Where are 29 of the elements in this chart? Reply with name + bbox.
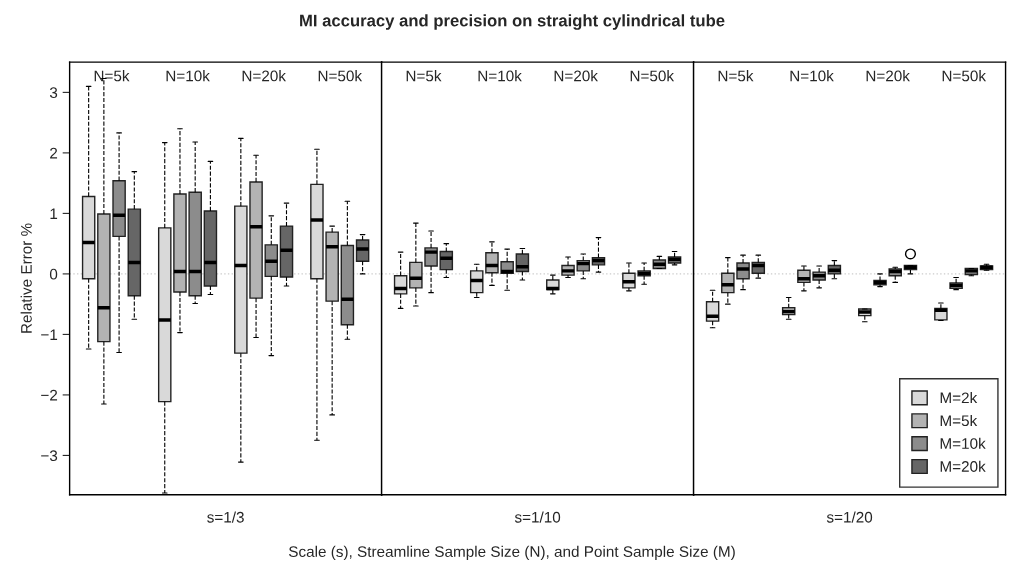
x-tick-label: N=20k	[866, 70, 910, 82]
x-axis-title: s=1/3	[207, 511, 244, 523]
x-tick-label: N=5k	[94, 70, 130, 82]
x-tick-label: N=5k	[718, 70, 754, 82]
text: Scale (s), Streamline Sample Size (N), and Point Sample Size (M)	[288, 545, 735, 561]
x-tick-label: N=5k	[406, 70, 442, 82]
y-tick-label: −3	[41, 450, 58, 462]
y-tick-label: 1	[50, 208, 58, 219]
legend-label: M=10k	[940, 437, 986, 449]
y-axis-title: Relative Error %	[20, 223, 32, 333]
legend-label: M=2k	[940, 392, 978, 404]
y-tick-label: −1	[41, 329, 58, 340]
x-tick-label: N=50k	[630, 70, 675, 82]
x-axis-title: s=1/10	[514, 511, 561, 523]
x-axis-title: s=1/20	[826, 511, 873, 523]
x-tick-label: N=50k	[318, 70, 363, 82]
x-tick-label: N=10k	[166, 70, 210, 82]
y-tick-label: 0	[49, 268, 58, 280]
legend-label: M=20k	[940, 460, 986, 472]
x-tick-label: N=50k	[942, 70, 987, 82]
y-tick-label: 2	[50, 147, 58, 159]
text: MI accuracy and precision on straight cylindrical tube	[300, 14, 725, 30]
y-tick-label: 3	[49, 87, 58, 99]
x-tick-label: N=10k	[790, 70, 834, 82]
x-tick-label: N=20k	[242, 70, 286, 82]
legend-label: M=5k	[940, 414, 978, 427]
x-tick-label: N=10k	[478, 70, 522, 82]
y-tick-label: −2	[41, 389, 58, 401]
x-tick-label: N=20k	[554, 70, 598, 82]
